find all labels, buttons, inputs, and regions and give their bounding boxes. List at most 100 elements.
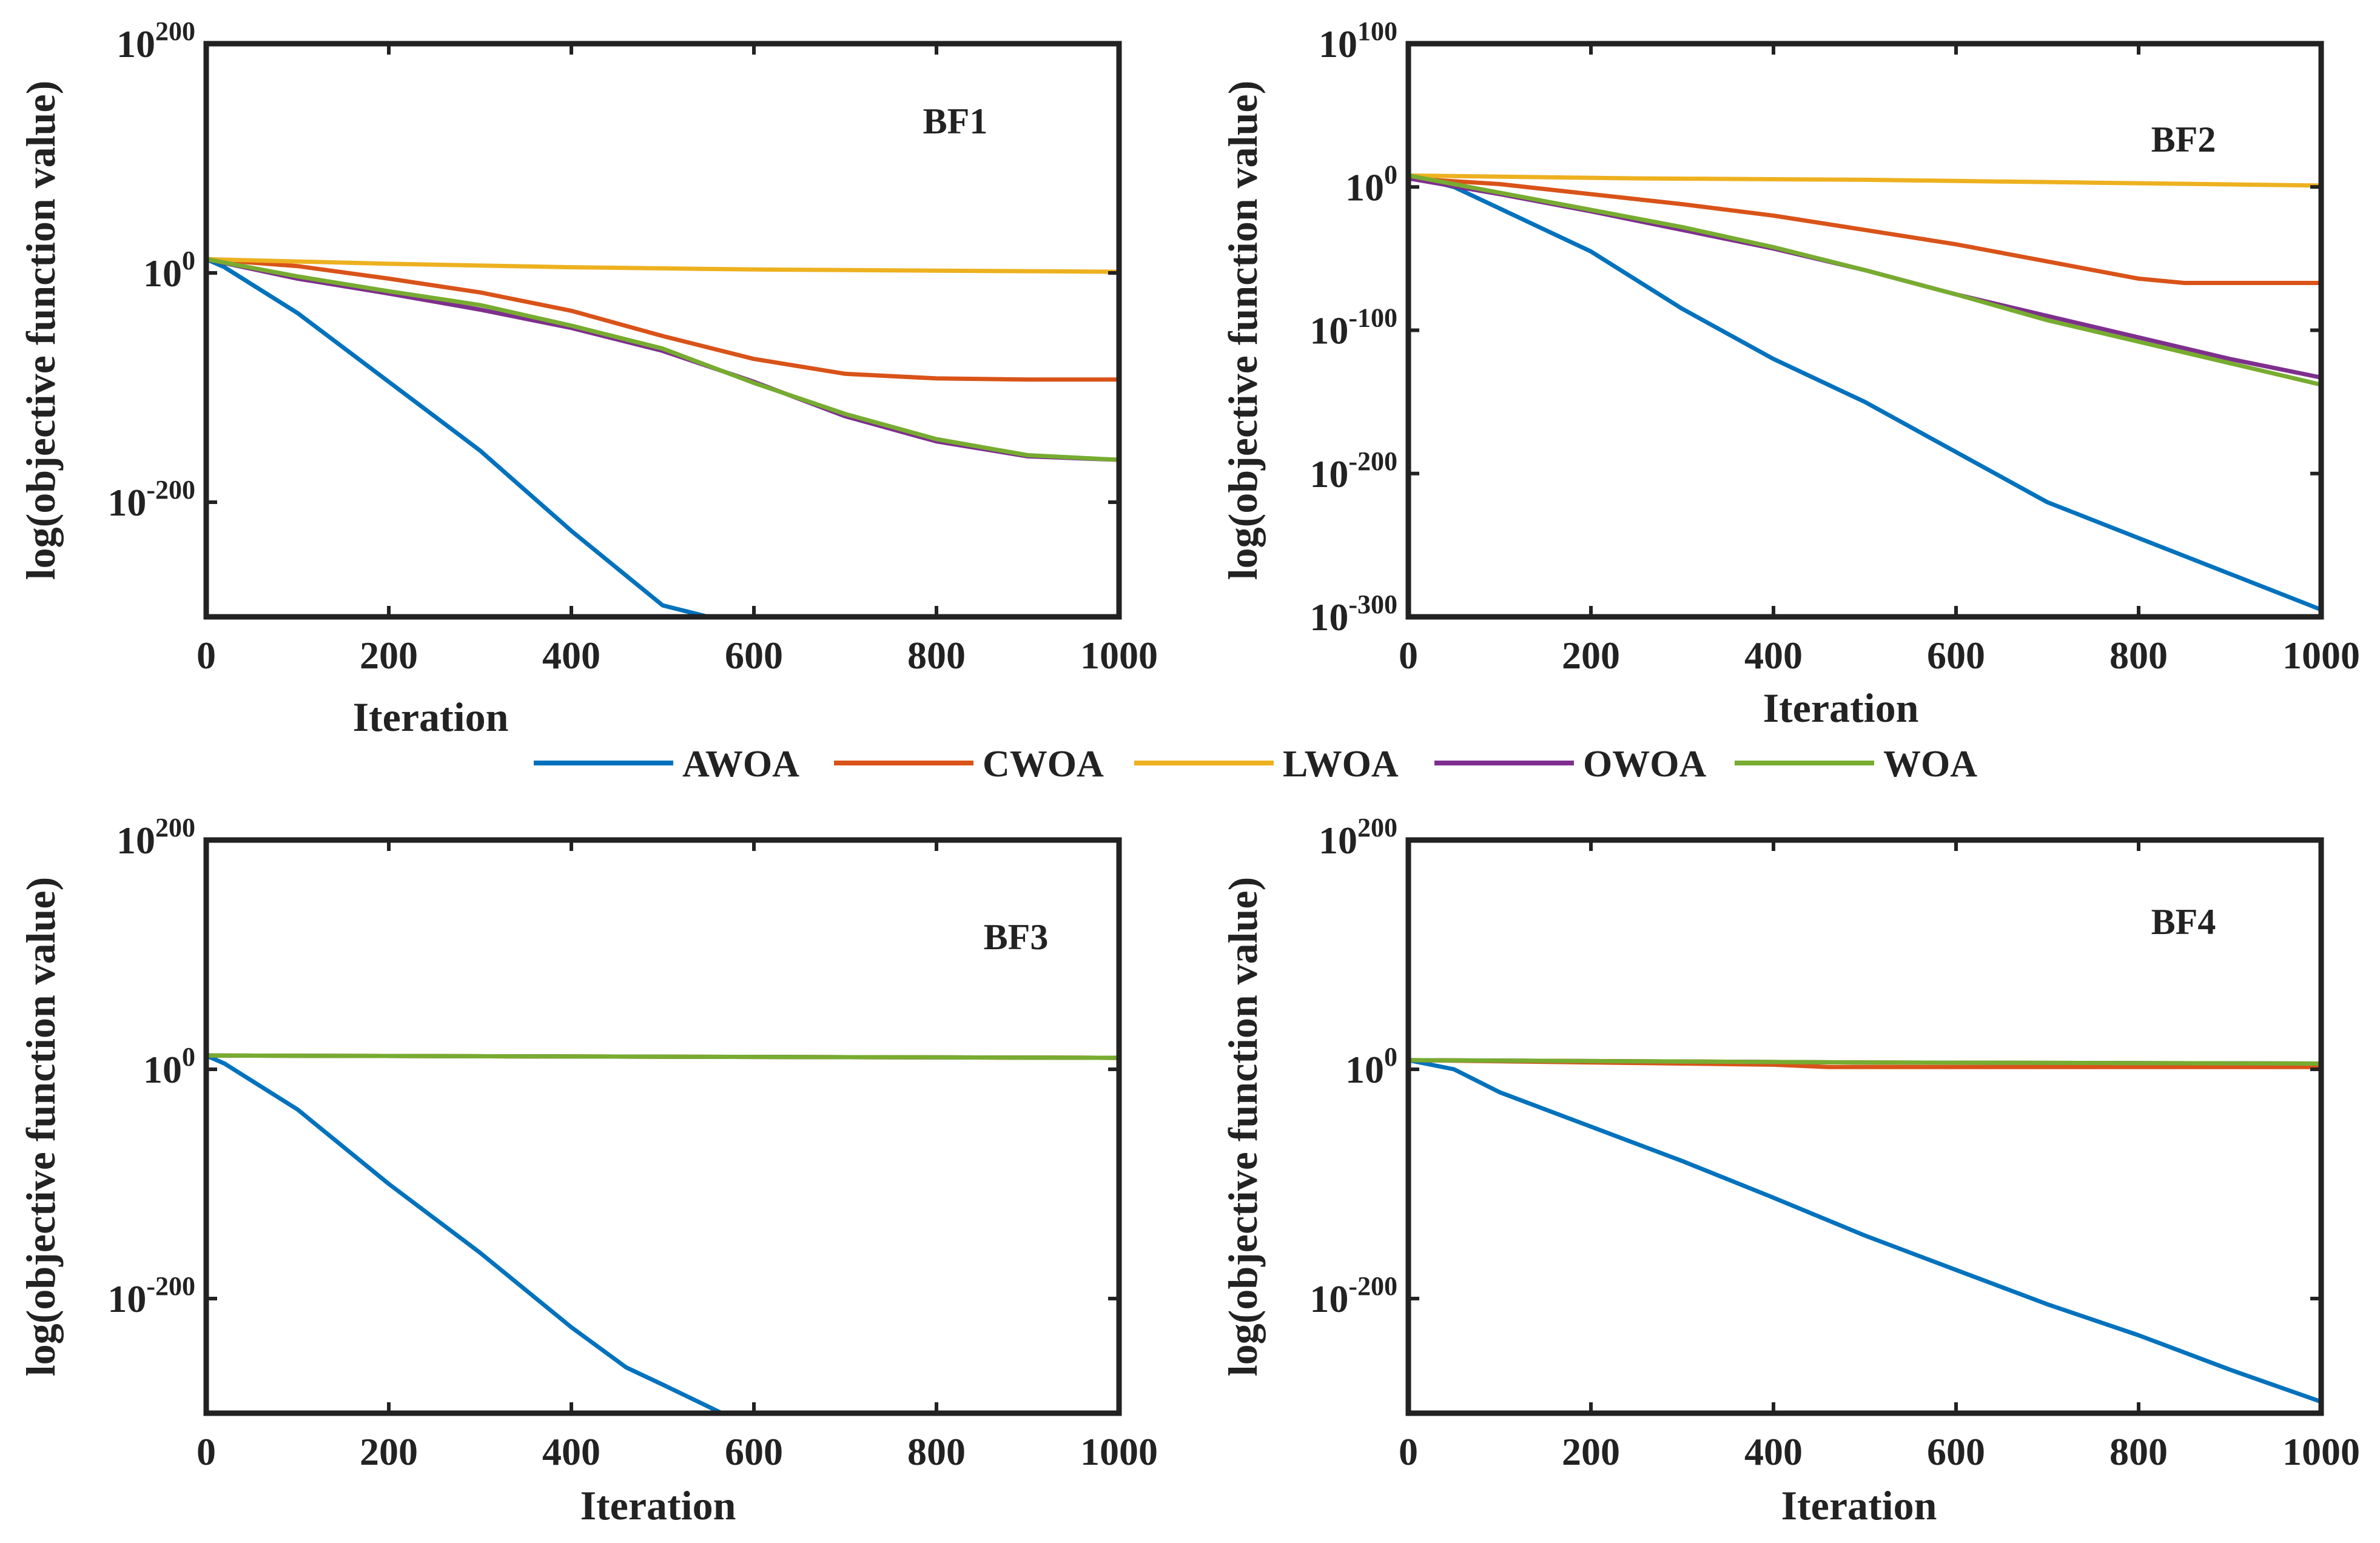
legend-label-lwoa: LWOA — [1283, 744, 1399, 785]
x-axis-label: Iteration — [1763, 685, 1919, 731]
axes-box — [203, 837, 1122, 1416]
series-line-awoa — [206, 1053, 724, 1413]
y-tick-label: 10-300 — [1309, 590, 1397, 639]
y-tick-label: 100 — [1345, 1042, 1397, 1091]
y-tick-base: 10 — [1345, 1048, 1384, 1091]
axes-box — [1405, 837, 2324, 1416]
y-tick-label: 10-200 — [1309, 446, 1397, 496]
legend-label-woa: WOA — [1883, 744, 1977, 785]
legend-label-awoa: AWOA — [682, 744, 799, 785]
y-tick-base: 10 — [143, 252, 182, 295]
series-line-awoa — [1408, 1058, 2321, 1404]
y-tick-base: 10 — [107, 1277, 146, 1320]
y-tick-base: 10 — [116, 819, 155, 862]
panel-title: BF3 — [984, 917, 1049, 957]
series-line-owoa — [206, 257, 1119, 462]
y-tick-label: 10200 — [116, 16, 195, 66]
y-tick-exponent: -200 — [146, 1271, 195, 1301]
y-tick-base: 10 — [1309, 309, 1348, 352]
series-line-awoa — [1408, 173, 2321, 612]
y-tick-base: 10 — [116, 22, 155, 66]
y-tick-exponent: 0 — [182, 1042, 195, 1072]
series-group — [206, 257, 1119, 617]
panel-bf1: 0 200 400 600 800 10001020010010-200BF1Iterat… — [18, 16, 1158, 740]
x-tick-label: 600 — [725, 634, 783, 677]
y-tick-exponent: 200 — [155, 813, 195, 842]
panel-bf2: 0 200 400 600 800 10001010010010-10010-20010-… — [1220, 16, 2360, 731]
y-tick-label: 10100 — [1319, 16, 1397, 66]
panel-title: BF4 — [2151, 902, 2216, 942]
x-tick-label: 600 — [725, 1430, 783, 1473]
x-tick-label: 600 — [1927, 1430, 1985, 1473]
x-tick-label: 1000 — [2282, 634, 2360, 677]
y-tick-exponent: 200 — [155, 16, 195, 46]
x-tick-label: 400 — [542, 1430, 600, 1473]
x-tick-label: 0 — [1399, 1430, 1418, 1473]
x-axis-label: Iteration — [1781, 1482, 1937, 1528]
y-tick-label: 10-200 — [1309, 1271, 1397, 1320]
x-tick-label: 200 — [360, 634, 418, 677]
series-line-awoa — [206, 257, 711, 617]
y-tick-exponent: 0 — [182, 246, 195, 275]
series-line-woa — [206, 257, 1119, 462]
y-tick-base: 10 — [1309, 596, 1348, 639]
panel-title: BF2 — [2151, 119, 2216, 160]
series-line-woa — [206, 1053, 1119, 1060]
y-tick-base: 10 — [143, 1048, 182, 1091]
y-tick-exponent: 0 — [1384, 160, 1397, 189]
y-tick-exponent: -200 — [146, 475, 195, 505]
x-tick-label: 400 — [1744, 1430, 1803, 1473]
y-tick-label: 100 — [143, 1042, 195, 1091]
panel-bf4: 0 200 400 600 800 10001020010010-200BF4Iterat… — [1220, 813, 2360, 1528]
y-axis-label: log(objective function value) — [18, 81, 64, 580]
series-line-woa — [1408, 173, 2321, 387]
x-tick-label: 600 — [1927, 634, 1985, 677]
x-tick-label: 1000 — [2282, 1430, 2360, 1473]
legend-label-owoa: OWOA — [1583, 744, 1706, 785]
series-line-owoa — [1408, 176, 2321, 380]
x-tick-label: 400 — [542, 634, 600, 677]
y-tick-label: 100 — [1345, 160, 1397, 209]
series-line-lwoa — [1408, 173, 2321, 188]
x-axis-label: Iteration — [580, 1482, 736, 1528]
x-tick-label: 800 — [907, 1430, 966, 1473]
legend: AWOA CWOA LWOA OWOA WOA — [534, 744, 1977, 785]
x-tick-label: 0 — [197, 634, 216, 677]
x-tick-label: 200 — [1562, 634, 1620, 677]
y-tick-exponent: 100 — [1357, 16, 1397, 46]
series-line-cwoa — [1408, 176, 2321, 285]
x-tick-label: 0 — [1399, 634, 1418, 677]
series-group — [1408, 1058, 2321, 1404]
y-tick-label: 10200 — [116, 813, 195, 862]
y-tick-exponent: 0 — [1384, 1042, 1397, 1072]
y-tick-base: 10 — [1319, 819, 1357, 862]
y-tick-label: 10-200 — [107, 475, 195, 524]
y-tick-base: 10 — [1309, 1277, 1348, 1320]
x-tick-label: 1000 — [1080, 1430, 1158, 1473]
x-tick-label: 800 — [907, 634, 966, 677]
y-axis-label: log(objective function value) — [18, 877, 64, 1376]
y-tick-label: 10200 — [1319, 813, 1397, 862]
y-tick-exponent: -200 — [1348, 446, 1397, 476]
series-line-woa — [1408, 1058, 2321, 1066]
y-tick-label: 10-100 — [1309, 303, 1397, 352]
panel-title: BF1 — [923, 101, 988, 141]
y-tick-base: 10 — [1319, 22, 1357, 66]
series-group — [1408, 173, 2321, 612]
x-tick-label: 200 — [360, 1430, 418, 1473]
panel-bf3: 0 200 400 600 800 10001020010010-200BF3Iterat… — [18, 813, 1158, 1528]
x-tick-label: 1000 — [1080, 634, 1158, 677]
legend-label-cwoa: CWOA — [983, 744, 1104, 785]
x-axis-label: Iteration — [353, 694, 509, 740]
y-tick-label: 100 — [143, 246, 195, 295]
y-tick-base: 10 — [1345, 166, 1384, 209]
x-tick-label: 400 — [1744, 634, 1803, 677]
y-tick-exponent: -300 — [1348, 590, 1397, 619]
x-tick-label: 0 — [197, 1430, 216, 1473]
y-tick-base: 10 — [1309, 452, 1348, 496]
y-axis-label: log(objective function value) — [1220, 877, 1266, 1376]
y-tick-base: 10 — [107, 481, 146, 524]
series-line-cwoa — [206, 257, 1119, 382]
